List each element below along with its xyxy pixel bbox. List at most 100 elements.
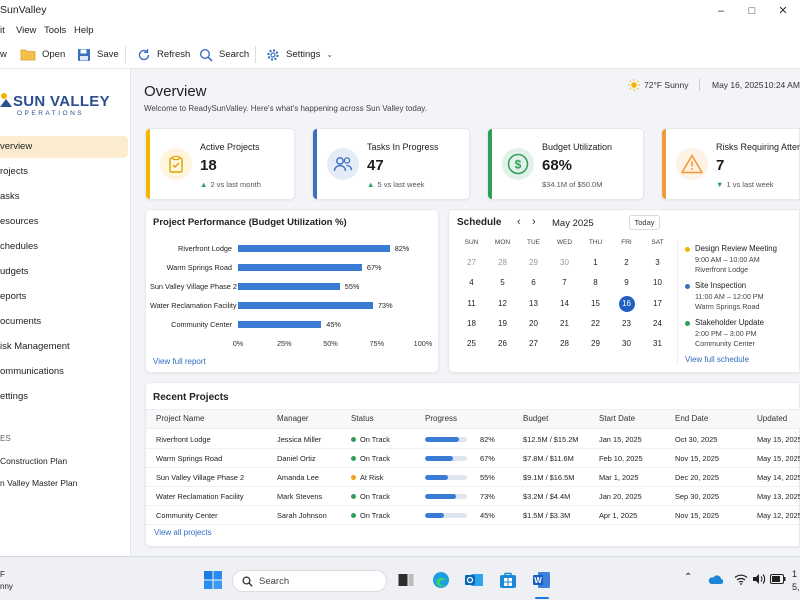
calendar-day[interactable]: 2 bbox=[624, 258, 629, 267]
calendar-day[interactable]: 31 bbox=[653, 339, 662, 349]
kpi-card-budget-utilization[interactable]: $ Budget Utilization 68% $34.1M of $50.0… bbox=[487, 128, 644, 200]
calendar-day[interactable]: 30 bbox=[560, 258, 569, 267]
calendar-day[interactable]: 7 bbox=[562, 278, 567, 288]
chevron-up-icon[interactable]: ⌃ bbox=[684, 572, 693, 583]
calendar-day-selected[interactable]: 16 bbox=[611, 295, 642, 312]
sidebar-item[interactable]: ocuments bbox=[0, 311, 128, 333]
column-header[interactable]: Budget bbox=[523, 414, 549, 423]
calendar-day[interactable]: 23 bbox=[622, 318, 631, 328]
menu-view[interactable]: View bbox=[16, 25, 37, 36]
event-title[interactable]: Design Review Meeting bbox=[695, 244, 777, 253]
table-row[interactable]: Warm Springs Road Daniel Ortiz On Track 67%… bbox=[146, 449, 800, 468]
table-row[interactable]: Community Center Sarah Johnson On Track 45%… bbox=[146, 506, 800, 525]
calendar-day[interactable]: 27 bbox=[467, 258, 476, 267]
calendar-day[interactable]: 8 bbox=[593, 278, 598, 288]
menu-help[interactable]: Help bbox=[74, 25, 94, 36]
table-row[interactable]: Riverfront Lodge Jessica Miller On Track 82… bbox=[146, 430, 800, 449]
column-header[interactable]: Status bbox=[351, 414, 374, 423]
calendar-day[interactable]: 29 bbox=[529, 258, 538, 267]
clock-date[interactable]: 5, bbox=[792, 582, 800, 592]
calendar-day[interactable]: 11 bbox=[467, 298, 476, 308]
view-full-schedule-link[interactable]: View full schedule bbox=[685, 355, 749, 364]
taskbar-weather-condition[interactable]: nny bbox=[0, 582, 13, 591]
word-icon[interactable]: W bbox=[533, 571, 551, 589]
new-button[interactable]: w bbox=[0, 40, 7, 69]
taskbar-weather-temp[interactable]: F bbox=[0, 570, 5, 579]
start-icon[interactable] bbox=[204, 571, 222, 589]
calendar-day[interactable]: 27 bbox=[529, 339, 538, 349]
clock-time[interactable]: 1 bbox=[792, 569, 798, 579]
calendar-day[interactable]: 30 bbox=[622, 339, 631, 349]
kpi-card-active-projects[interactable]: Active Projects 18 ▲ 2 vs last month bbox=[145, 128, 295, 200]
calendar-day[interactable]: 5 bbox=[500, 278, 505, 288]
calendar-day[interactable]: 29 bbox=[591, 339, 600, 349]
taskbar-search[interactable]: Search bbox=[232, 570, 387, 592]
volume-icon[interactable] bbox=[752, 573, 766, 585]
table-row[interactable]: Sun Valley Village Phase 2 Amanda Lee At R… bbox=[146, 468, 800, 487]
outlook-icon[interactable] bbox=[465, 571, 483, 589]
calendar-day[interactable]: 3 bbox=[655, 258, 660, 267]
column-header[interactable]: Project Name bbox=[156, 414, 205, 423]
store-icon[interactable] bbox=[499, 571, 517, 589]
calendar-day[interactable]: 24 bbox=[653, 318, 662, 328]
calendar-day[interactable]: 4 bbox=[469, 278, 474, 288]
sidebar-item[interactable]: eports bbox=[0, 286, 128, 308]
column-header[interactable]: Updated bbox=[757, 414, 788, 423]
search-button[interactable]: Search bbox=[199, 40, 249, 69]
kpi-card-tasks-in-progress[interactable]: Tasks In Progress 47 ▲ 5 vs last week bbox=[312, 128, 470, 200]
sidebar-item[interactable]: chedules bbox=[0, 236, 128, 258]
calendar-day[interactable]: 22 bbox=[591, 318, 600, 328]
calendar-day[interactable]: 9 bbox=[624, 278, 629, 288]
minimize-icon[interactable]: – bbox=[717, 5, 725, 17]
view-all-projects-link[interactable]: View all projects bbox=[154, 528, 212, 537]
calendar-day[interactable]: 12 bbox=[498, 298, 507, 308]
kpi-card-risks[interactable]: Risks Requiring Attention 7 ▼1 vs last w… bbox=[661, 128, 800, 200]
calendar-day[interactable]: 28 bbox=[560, 339, 569, 349]
sidebar-item[interactable]: esources bbox=[0, 211, 128, 233]
sidebar-item[interactable]: isk Management bbox=[0, 336, 128, 358]
calendar-day[interactable]: 1 bbox=[593, 258, 598, 267]
column-header[interactable]: End Date bbox=[675, 414, 709, 423]
menu-tools[interactable]: Tools bbox=[44, 25, 67, 36]
battery-icon[interactable] bbox=[770, 574, 786, 584]
open-button[interactable]: Open bbox=[20, 40, 65, 69]
pinned-item[interactable]: Construction Plan bbox=[0, 456, 68, 466]
calendar-day[interactable]: 13 bbox=[529, 298, 538, 308]
save-button[interactable]: Save bbox=[77, 40, 119, 69]
wifi-icon[interactable] bbox=[734, 573, 748, 585]
column-header[interactable]: Start Date bbox=[599, 414, 636, 423]
chevron-left-icon[interactable]: ‹ bbox=[517, 216, 521, 228]
close-icon[interactable]: ✕ bbox=[778, 5, 788, 17]
edge-browser-icon[interactable] bbox=[432, 571, 450, 589]
task-view-icon[interactable] bbox=[398, 573, 414, 587]
today-button[interactable]: Today bbox=[629, 215, 660, 230]
sidebar-item[interactable]: asks bbox=[0, 186, 128, 208]
sidebar-item[interactable]: ommunications bbox=[0, 361, 128, 383]
pinned-item[interactable]: n Valley Master Plan bbox=[0, 478, 78, 488]
refresh-button[interactable]: Refresh bbox=[137, 40, 190, 69]
event-title[interactable]: Stakeholder Update bbox=[695, 318, 764, 327]
calendar-day[interactable]: 19 bbox=[498, 318, 507, 328]
calendar-day[interactable]: 28 bbox=[498, 258, 507, 267]
event-title[interactable]: Site Inspection bbox=[695, 281, 747, 290]
sidebar-item[interactable]: verview bbox=[0, 136, 128, 158]
onedrive-icon[interactable] bbox=[707, 573, 724, 585]
calendar-day[interactable]: 14 bbox=[560, 298, 569, 308]
calendar-day[interactable]: 15 bbox=[591, 298, 600, 308]
calendar-day[interactable]: 6 bbox=[531, 278, 536, 288]
calendar-day[interactable]: 18 bbox=[467, 318, 476, 328]
sidebar-item[interactable]: udgets bbox=[0, 261, 128, 283]
calendar-day[interactable]: 25 bbox=[467, 339, 476, 349]
table-row[interactable]: Water Reclamation Facility Mark Stevens On… bbox=[146, 487, 800, 506]
calendar-day[interactable]: 26 bbox=[498, 339, 507, 349]
calendar-day[interactable]: 20 bbox=[529, 318, 538, 328]
chevron-right-icon[interactable]: › bbox=[532, 216, 536, 228]
sidebar-item[interactable]: rojects bbox=[0, 161, 128, 183]
settings-button[interactable]: Settings ⌄ bbox=[266, 40, 333, 69]
menu-edit[interactable]: it bbox=[0, 25, 5, 36]
maximize-icon[interactable]: □ bbox=[748, 5, 756, 17]
sidebar-item[interactable]: ettings bbox=[0, 386, 128, 408]
column-header[interactable]: Manager bbox=[277, 414, 309, 423]
column-header[interactable]: Progress bbox=[425, 414, 458, 423]
calendar-day[interactable]: 10 bbox=[653, 278, 662, 288]
